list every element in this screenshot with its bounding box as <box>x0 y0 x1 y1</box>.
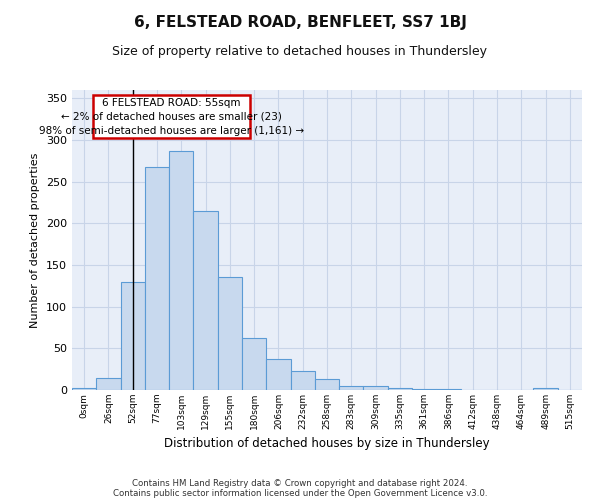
Text: 6, FELSTEAD ROAD, BENFLEET, SS7 1BJ: 6, FELSTEAD ROAD, BENFLEET, SS7 1BJ <box>134 15 466 30</box>
Bar <box>72 388 96 390</box>
Text: Contains public sector information licensed under the Open Government Licence v3: Contains public sector information licen… <box>113 488 487 498</box>
Bar <box>96 378 121 390</box>
Bar <box>436 389 461 390</box>
Bar <box>339 386 364 390</box>
Bar <box>315 379 339 390</box>
Y-axis label: Number of detached properties: Number of detached properties <box>31 152 40 328</box>
Bar <box>121 282 145 390</box>
Text: 6 FELSTEAD ROAD: 55sqm
← 2% of detached houses are smaller (23)
98% of semi-deta: 6 FELSTEAD ROAD: 55sqm ← 2% of detached … <box>39 98 304 136</box>
Bar <box>290 371 315 390</box>
X-axis label: Distribution of detached houses by size in Thundersley: Distribution of detached houses by size … <box>164 438 490 450</box>
Bar <box>242 338 266 390</box>
FancyBboxPatch shape <box>92 95 251 138</box>
Bar <box>193 211 218 390</box>
Bar <box>364 386 388 390</box>
Text: Size of property relative to detached houses in Thundersley: Size of property relative to detached ho… <box>113 45 487 58</box>
Bar <box>145 166 169 390</box>
Bar <box>169 151 193 390</box>
Bar <box>266 359 290 390</box>
Text: Contains HM Land Registry data © Crown copyright and database right 2024.: Contains HM Land Registry data © Crown c… <box>132 478 468 488</box>
Bar <box>388 388 412 390</box>
Bar <box>533 388 558 390</box>
Bar <box>412 389 436 390</box>
Bar <box>218 276 242 390</box>
